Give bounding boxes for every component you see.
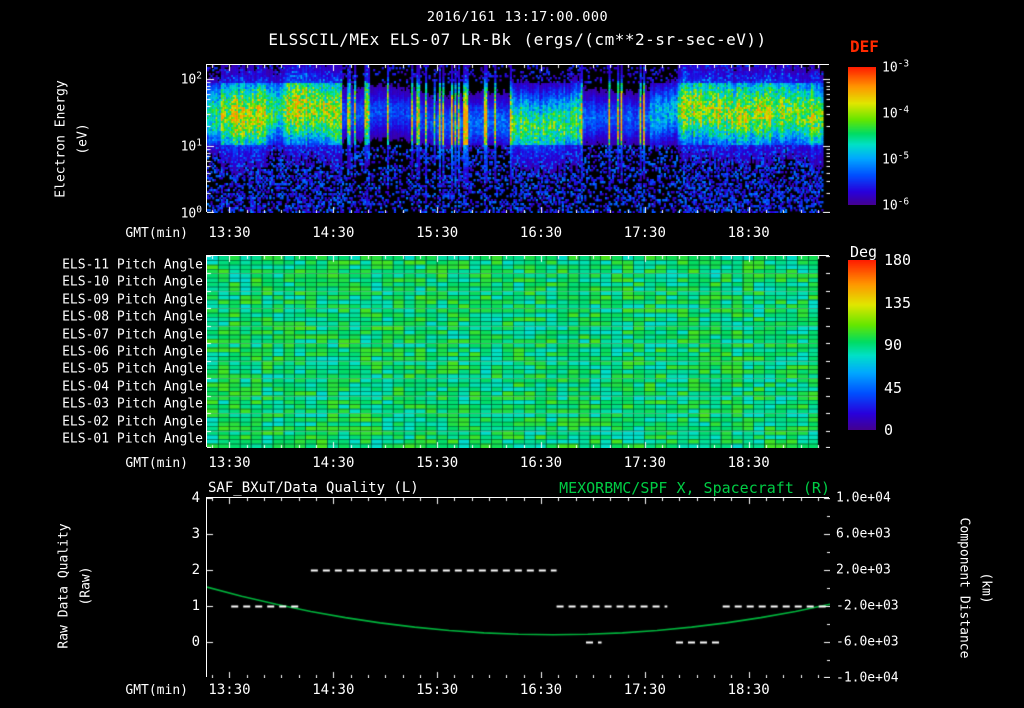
time-tick-label: 15:30 <box>416 225 459 241</box>
distance-tick-label: -6.0e+03 <box>836 634 899 650</box>
quality-tick-label: 3 <box>191 526 200 542</box>
time-tick-label: 13:30 <box>208 455 251 471</box>
time-tick-label: 16:30 <box>519 225 563 241</box>
pitch-row-label: ELS-02 Pitch Angle <box>62 414 203 430</box>
flux-units: (ergs/(cm**2-sr-sec-eV)) <box>523 30 767 49</box>
distance-tick-label: 1.0e+04 <box>836 490 891 506</box>
energy-tick-label: 101 <box>180 137 202 155</box>
pitch-row-label: ELS-09 Pitch Angle <box>62 292 203 308</box>
spectrogram-canvas[interactable] <box>207 65 830 213</box>
deg-colorbar-tick-label: 180 <box>884 251 912 269</box>
pitch-row-label: ELS-03 Pitch Angle <box>62 396 203 412</box>
distance-tick-label: -1.0e+04 <box>836 670 899 686</box>
energy-axis-label: Electron Energy <box>53 80 69 198</box>
deg-colorbar-title: Deg <box>850 243 878 261</box>
distance-axis-units-label: (km) <box>978 572 994 604</box>
pitch-angle-panel[interactable] <box>206 255 830 448</box>
time-tick-label: 14:30 <box>312 682 355 698</box>
pitch-row-label: ELS-04 Pitch Angle <box>62 379 203 395</box>
deg-colorbar-tick-label: 45 <box>884 378 903 397</box>
time-tick-label: 16:30 <box>519 455 563 471</box>
time-tick-label: 13:30 <box>208 225 251 241</box>
time-tick-label: 18:30 <box>727 455 770 471</box>
time-tick-label: 17:30 <box>623 455 666 471</box>
deg-colorbar <box>848 260 876 430</box>
pitch-row-label: ELS-01 Pitch Angle <box>62 431 203 447</box>
distance-tick-label: 6.0e+03 <box>836 526 891 542</box>
gmt-label-spectrogram: GMT(min) <box>125 226 188 241</box>
pitch-row-label: ELS-07 Pitch Angle <box>62 327 203 343</box>
instrument-name: ELSSCIL/MEx ELS-07 LR-Bk <box>268 30 512 49</box>
quality-axis-units-label: (Raw) <box>78 566 94 606</box>
def-colorbar-tick-label: 10-3 <box>882 58 910 76</box>
def-colorbar-tick-label: 10-5 <box>882 150 910 168</box>
time-tick-label: 17:30 <box>623 225 666 241</box>
gmt-label-pitch: GMT(min) <box>125 456 188 471</box>
timestamp-title: 2016/161 13:17:00.000 <box>426 9 609 25</box>
energy-spectrogram-panel[interactable] <box>206 64 830 213</box>
quality-tick-label: 0 <box>191 634 200 650</box>
pitch-row-label: ELS-05 Pitch Angle <box>62 361 203 377</box>
pitch-row-label: ELS-06 Pitch Angle <box>62 344 203 360</box>
pitch-row-label: ELS-08 Pitch Angle <box>62 309 203 325</box>
quality-tick-label: 4 <box>191 490 200 506</box>
time-tick-label: 15:30 <box>416 455 459 471</box>
time-tick-label: 16:30 <box>519 682 563 698</box>
time-tick-label: 18:30 <box>727 682 770 698</box>
quality-tick-label: 2 <box>191 562 200 578</box>
distance-tick-label: 2.0e+03 <box>836 562 891 578</box>
quality-distance-panel[interactable] <box>206 497 830 678</box>
def-colorbar <box>848 67 876 205</box>
plot-main-title: ELSSCIL/MEx ELS-07 LR-Bk (ergs/(cm**2-sr-… <box>196 30 839 49</box>
distance-axis-label: Component Distance <box>956 517 972 659</box>
def-colorbar-title: DEF <box>850 37 879 56</box>
pitch-row-label: ELS-11 Pitch Angle <box>62 257 203 273</box>
time-tick-label: 14:30 <box>312 455 355 471</box>
deg-colorbar-tick-label: 0 <box>884 421 894 439</box>
def-colorbar-tick-label: 10-6 <box>882 196 910 214</box>
quality-axis-label: Raw Data Quality <box>56 523 72 649</box>
def-colorbar-tick-label: 10-4 <box>882 104 910 122</box>
quality-tick-label: 1 <box>191 598 200 614</box>
energy-tick-label: 100 <box>180 204 202 222</box>
deg-colorbar-tick-label: 90 <box>884 336 903 354</box>
deg-colorbar-tick-label: 135 <box>884 293 912 312</box>
time-tick-label: 14:30 <box>312 225 355 241</box>
time-tick-label: 13:30 <box>208 682 251 698</box>
time-tick-label: 15:30 <box>416 682 459 698</box>
energy-tick-label: 102 <box>180 70 202 88</box>
gmt-label-quality: GMT(min) <box>125 683 188 698</box>
pitch-angle-canvas[interactable] <box>207 256 830 448</box>
quality-plot-canvas[interactable] <box>207 498 830 678</box>
quality-series-title: SAF_BXuT/Data Quality (L) <box>208 480 419 496</box>
time-tick-label: 18:30 <box>727 225 770 241</box>
time-tick-label: 17:30 <box>623 682 666 698</box>
energy-axis-units-label: (eV) <box>75 123 91 155</box>
spacecraft-series-title: MEXORBMC/SPF X, Spacecraft (R) <box>559 479 830 497</box>
pitch-row-label: ELS-10 Pitch Angle <box>62 274 203 290</box>
distance-tick-label: -2.0e+03 <box>836 598 899 614</box>
